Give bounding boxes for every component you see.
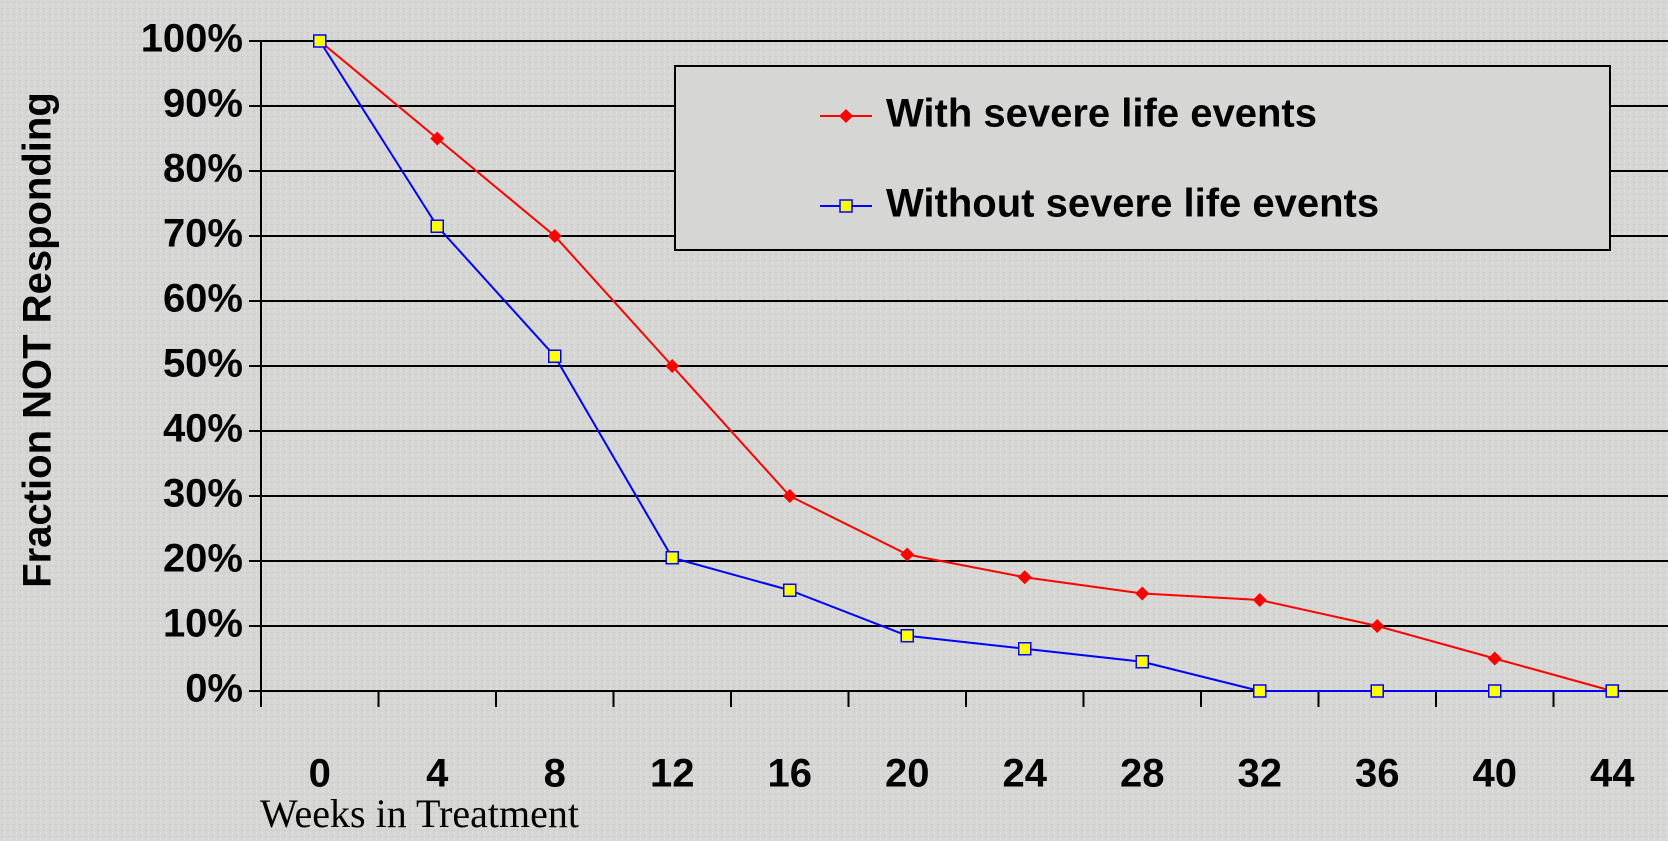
data-point <box>1370 619 1385 633</box>
y-tick-label: 60% <box>163 277 243 321</box>
y-axis-label: Fraction NOT Responding <box>16 92 60 588</box>
legend-box <box>674 65 1611 251</box>
data-point <box>1370 684 1384 698</box>
y-tick-label: 40% <box>163 407 243 451</box>
y-tick-label: 30% <box>163 472 243 516</box>
x-tick-label: 36 <box>1355 752 1400 796</box>
y-tick-label: 50% <box>163 342 243 386</box>
data-point <box>430 131 445 146</box>
data-point <box>313 34 327 48</box>
y-tick-label: 0% <box>185 667 243 711</box>
y-tick-label: 10% <box>163 602 243 646</box>
x-tick-label: 16 <box>768 752 813 796</box>
series-line <box>319 40 1613 692</box>
x-tick-label: 28 <box>1120 752 1165 796</box>
x-axis-label: Weeks in Treatment <box>260 791 579 836</box>
data-point <box>1605 684 1619 698</box>
data-point <box>1017 570 1032 585</box>
data-point <box>665 551 679 565</box>
x-tick-label: 8 <box>544 752 566 796</box>
data-point <box>1488 684 1502 698</box>
data-point <box>900 629 914 643</box>
data-point <box>548 349 562 363</box>
data-point <box>783 583 797 597</box>
x-tick-label: 12 <box>650 752 695 796</box>
data-point <box>782 489 797 503</box>
x-tick-label: 44 <box>1590 752 1635 796</box>
data-point <box>1135 586 1150 601</box>
legend-marker <box>839 199 853 213</box>
x-tick-label: 20 <box>885 752 930 796</box>
y-tick-label: 70% <box>163 212 243 256</box>
x-tick-label: 24 <box>1003 752 1048 796</box>
series-line <box>318 40 1613 692</box>
y-tick-label: 90% <box>163 82 243 126</box>
series <box>313 34 1619 698</box>
data-point <box>1487 651 1502 666</box>
data-point <box>1018 642 1032 656</box>
data-point <box>1253 684 1267 698</box>
data-point <box>430 219 444 233</box>
x-tick-label: 32 <box>1238 752 1283 796</box>
legend-label: Without severe life events <box>886 182 1379 226</box>
x-tick-label: 4 <box>426 752 449 796</box>
data-point <box>1135 655 1149 669</box>
legend-label: With severe life events <box>886 92 1317 136</box>
y-tick-label: 20% <box>163 537 243 581</box>
data-point <box>665 359 680 373</box>
data-point <box>547 229 562 243</box>
x-tick-label: 0 <box>309 752 331 796</box>
data-point <box>900 547 915 562</box>
y-tick-label: 100% <box>141 17 243 61</box>
x-tick-label: 40 <box>1473 752 1518 796</box>
data-point <box>1252 593 1267 607</box>
y-tick-label: 80% <box>163 147 243 191</box>
legend-marker <box>839 109 853 123</box>
legend: With severe life events Without severe li… <box>674 65 1611 251</box>
